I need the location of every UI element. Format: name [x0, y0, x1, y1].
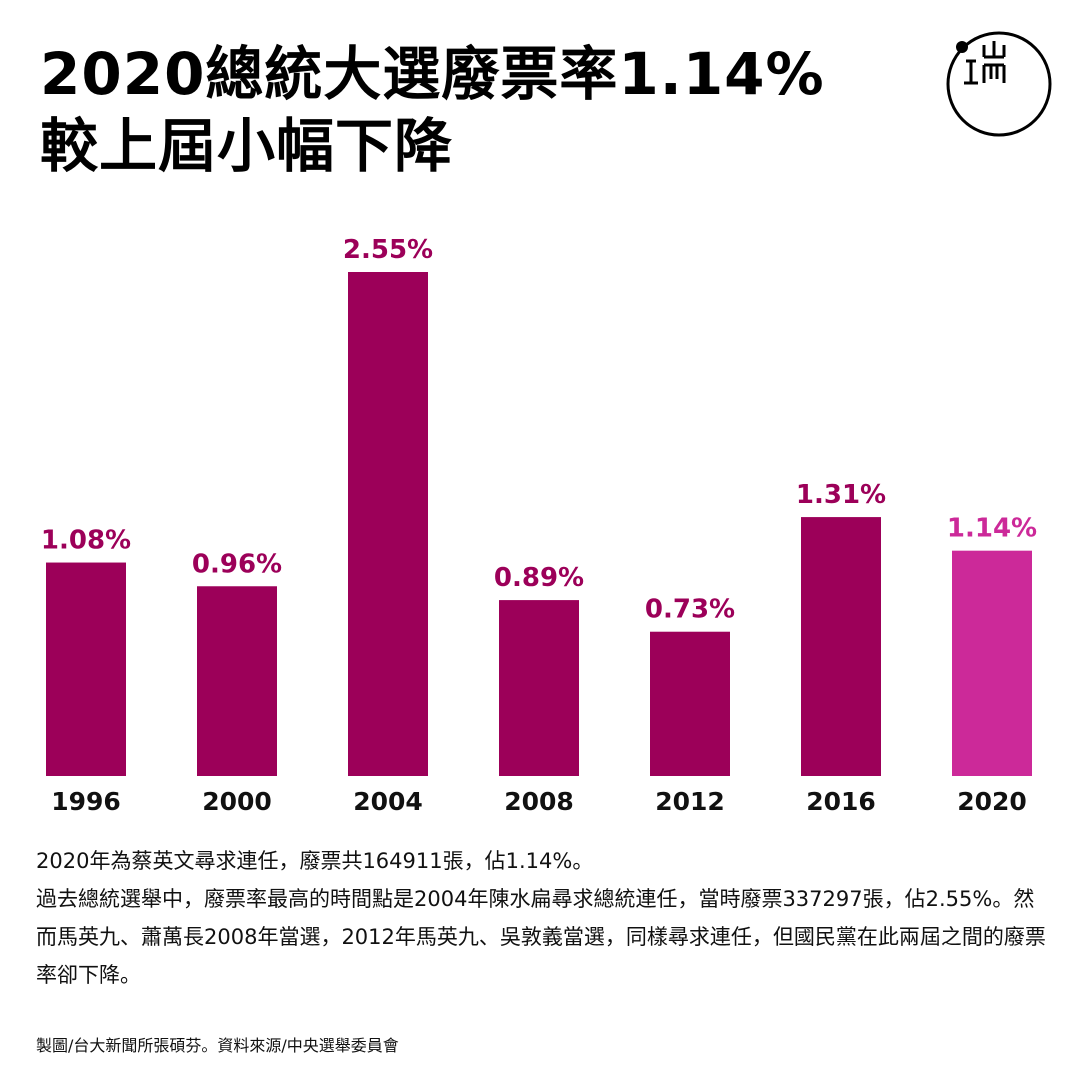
bar-chart-svg: 1.08% 1996 0.96% 2000 2.55% 2004 0.89% 2008 0.73… [41, 235, 1037, 816]
x-tick-label-2008: 2008 [504, 787, 574, 816]
data-label-2004: 2.55% [343, 235, 433, 265]
bar-2012 [650, 631, 730, 776]
bar-2016 [801, 517, 881, 776]
x-tick-label-1996: 1996 [51, 787, 121, 816]
bar-2020 [952, 550, 1032, 776]
description-paragraph-2: 過去總統選舉中，廢票率最高的時間點是2004年陳水扁尋求總統連任，當時廢票337… [36, 887, 1046, 987]
data-label-2020: 1.14% [947, 514, 1037, 544]
description: 2020年為蔡英文尋求連任，廢票共164911張，佔1.14%。 過去總統選舉中… [36, 842, 1046, 994]
data-label-2012: 0.73% [645, 595, 735, 625]
bar-2008 [499, 600, 579, 776]
chart-title: 2020總統大選廢票率1.14% 較上屆小幅下降 [40, 38, 900, 182]
x-tick-label-2020: 2020 [957, 787, 1027, 816]
data-label-2016: 1.31% [796, 480, 886, 510]
bar-1996 [46, 562, 126, 776]
x-tick-label-2004: 2004 [353, 787, 423, 816]
data-label-2000: 0.96% [192, 549, 282, 579]
logo-icon [946, 31, 1052, 137]
title-line-2: 較上屆小幅下降 [40, 112, 454, 180]
bar-2000 [197, 586, 277, 776]
bar-2004 [348, 272, 428, 776]
bar-chart: 1.08% 1996 0.96% 2000 2.55% 2004 0.89% 2008 0.73… [0, 220, 1080, 820]
data-label-2008: 0.89% [494, 563, 584, 593]
data-label-1996: 1.08% [41, 526, 131, 556]
description-paragraph-1: 2020年為蔡英文尋求連任，廢票共164911張，佔1.14%。 [36, 849, 594, 873]
x-tick-label-2016: 2016 [806, 787, 876, 816]
title-line-1: 2020總統大選廢票率1.14% [40, 40, 825, 108]
x-tick-label-2012: 2012 [655, 787, 725, 816]
x-tick-label-2000: 2000 [202, 787, 272, 816]
credits: 製圖/台大新聞所張碩芬。資料來源/中央選舉委員會 [36, 1036, 399, 1055]
